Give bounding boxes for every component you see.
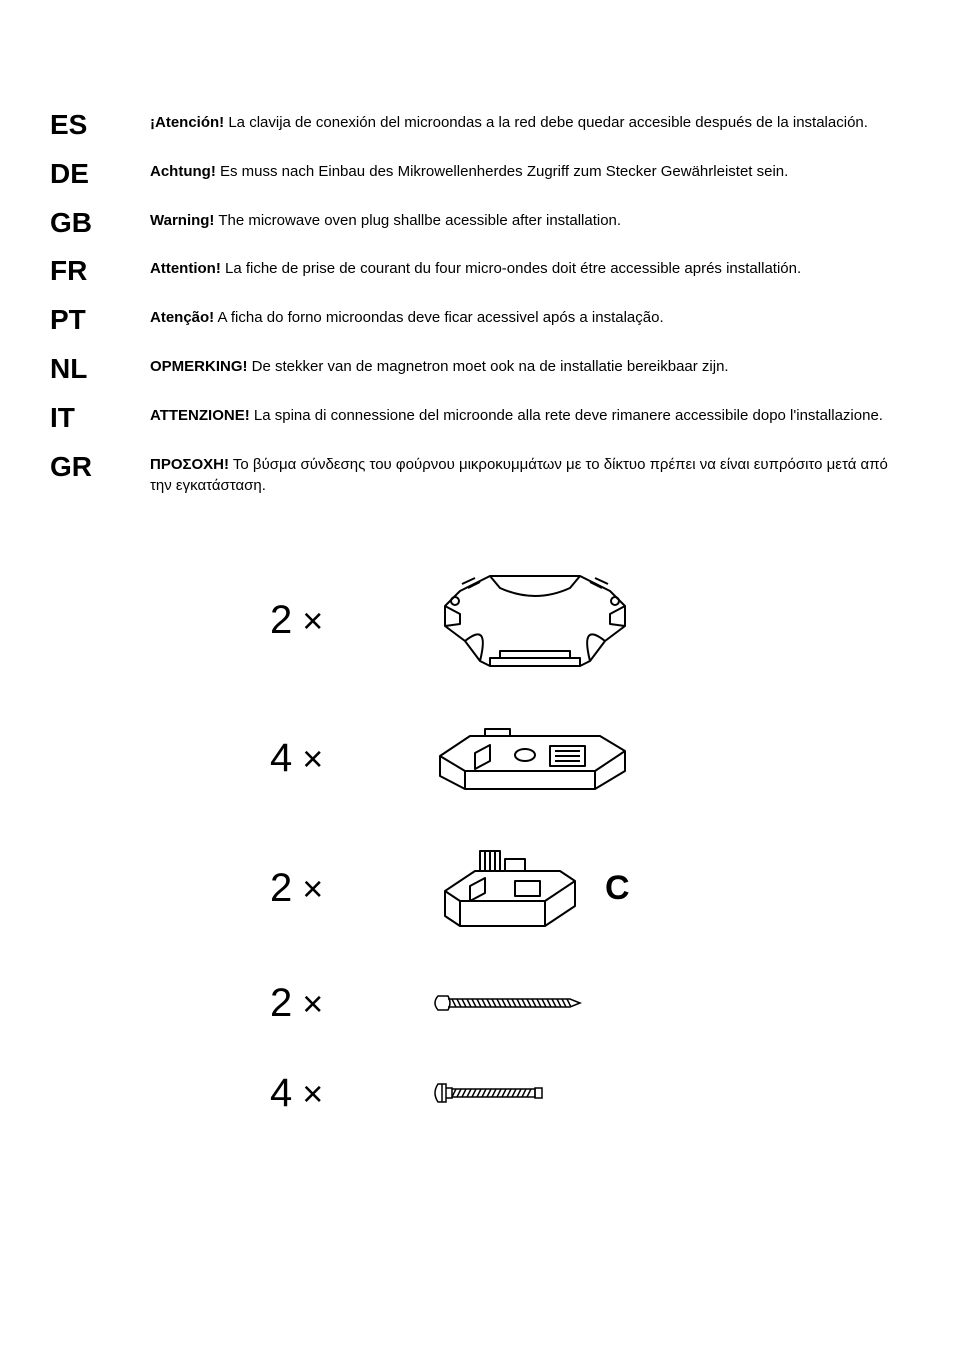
screw-short-icon bbox=[430, 1076, 560, 1111]
language-code: ES bbox=[50, 110, 150, 141]
language-code: FR bbox=[50, 256, 150, 287]
language-text: OPMERKING! De stekker van de magnetron m… bbox=[150, 354, 729, 377]
part-quantity: 2 × bbox=[270, 866, 430, 911]
language-text: ΠΡΟΣΟΧΗ! Το βύσμα σύνδεσης του φούρνου μ… bbox=[150, 452, 904, 496]
language-text: ATTENZIONE! La spina di connessione del … bbox=[150, 403, 883, 426]
part-label: C bbox=[605, 869, 630, 908]
part-row: 4 × bbox=[270, 1071, 904, 1116]
language-row: PT Atenção! A ficha do forno microondas … bbox=[50, 305, 904, 336]
part-image bbox=[430, 566, 640, 676]
language-row: FR Attention! La fiche de prise de coura… bbox=[50, 256, 904, 287]
bracket-top-icon bbox=[430, 566, 640, 676]
language-text: Achtung! Es muss nach Einbau des Mikrowe… bbox=[150, 159, 788, 182]
part-image bbox=[430, 986, 590, 1021]
language-row: NL OPMERKING! De stekker van de magnetro… bbox=[50, 354, 904, 385]
language-text: Warning! The microwave oven plug shallbe… bbox=[150, 208, 621, 231]
part-quantity: 2 × bbox=[270, 981, 430, 1026]
part-row: 2 × C bbox=[270, 841, 904, 936]
language-row: ES ¡Atención! La clavija de conexión del… bbox=[50, 110, 904, 141]
part-quantity: 2 × bbox=[270, 598, 430, 643]
part-quantity: 4 × bbox=[270, 736, 430, 781]
language-text: Attention! La fiche de prise de courant … bbox=[150, 256, 801, 279]
language-code: IT bbox=[50, 403, 150, 434]
language-code: NL bbox=[50, 354, 150, 385]
bracket-base-icon bbox=[430, 721, 630, 796]
part-image: C bbox=[430, 841, 630, 936]
language-text: Atenção! A ficha do forno microondas dev… bbox=[150, 305, 664, 328]
language-code: PT bbox=[50, 305, 150, 336]
part-row: 4 × bbox=[270, 721, 904, 796]
part-image bbox=[430, 1076, 560, 1111]
part-quantity: 4 × bbox=[270, 1071, 430, 1116]
bracket-small-icon bbox=[430, 841, 580, 936]
screw-long-icon bbox=[430, 986, 590, 1021]
language-code: GR bbox=[50, 452, 150, 483]
language-code: GB bbox=[50, 208, 150, 239]
language-row: GR ΠΡΟΣΟΧΗ! Το βύσμα σύνδεσης του φούρνο… bbox=[50, 452, 904, 496]
language-row: GB Warning! The microwave oven plug shal… bbox=[50, 208, 904, 239]
language-row: IT ATTENZIONE! La spina di connessione d… bbox=[50, 403, 904, 434]
part-row: 2 × bbox=[270, 981, 904, 1026]
language-code: DE bbox=[50, 159, 150, 190]
part-image bbox=[430, 721, 630, 796]
language-row: DE Achtung! Es muss nach Einbau des Mikr… bbox=[50, 159, 904, 190]
part-row: 2 × bbox=[270, 566, 904, 676]
language-text: ¡Atención! La clavija de conexión del mi… bbox=[150, 110, 868, 133]
